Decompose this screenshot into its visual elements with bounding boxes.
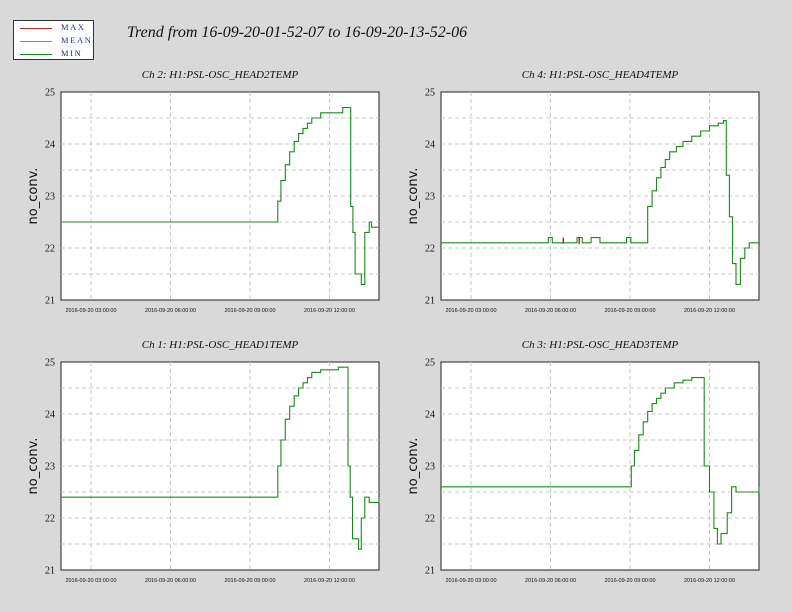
y-tick-label: 22	[425, 514, 435, 525]
x-tick-label: 2016-09-20 09:00:00	[604, 578, 655, 584]
legend-swatch-mean	[20, 41, 52, 42]
x-tick-label: 2016-09-20 06:00:00	[525, 308, 576, 314]
x-tick-label: 2016-09-20 12:00:00	[684, 308, 735, 314]
y-tick-label: 23	[425, 462, 435, 473]
y-tick-label: 24	[425, 140, 435, 151]
x-tick-label: 2016-09-20 12:00:00	[304, 308, 355, 314]
series-min-line	[60, 107, 379, 285]
y-tick-label: 25	[45, 88, 55, 99]
chart-title: Ch 4: H1:PSL-OSC_HEAD4TEMP	[522, 69, 679, 81]
legend-label-min: MIN	[61, 48, 83, 58]
chart-panel-3: 21 22 23 24 25 2016-09-20 03:00:00 2016-09-20 …	[26, 339, 380, 584]
legend-label-max: MAX	[61, 22, 86, 32]
y-tick-label: 21	[425, 296, 435, 307]
x-tick-label: 2016-09-20 12:00:00	[304, 578, 355, 584]
y-tick-label: 24	[425, 410, 435, 421]
x-tick-label: 2016-09-20 12:00:00	[684, 578, 735, 584]
x-tick-label: 2016-09-20 03:00:00	[445, 578, 496, 584]
y-tick-label: 23	[45, 192, 55, 203]
series-min-line	[60, 366, 380, 550]
chart-panel-2: 21 22 23 24 25 2016-09-20 03:00:00 2016-09-20 …	[406, 69, 760, 314]
y-tick-label: 21	[45, 566, 55, 577]
y-tick-label: 22	[425, 244, 435, 255]
y-tick-label: 22	[45, 514, 55, 525]
chart-panel-1: 21 22 23 24 25 2016-09-20 03:00:00 2016-09-20 …	[26, 69, 380, 314]
plot-area	[440, 361, 760, 571]
plot-area	[60, 91, 380, 301]
y-tick-label: 24	[45, 410, 55, 421]
y-tick-label: 22	[45, 244, 55, 255]
y-axis-label: no_conv.	[26, 438, 41, 495]
x-tick-label: 2016-09-20 09:00:00	[224, 578, 275, 584]
chart-title: Ch 1: H1:PSL-OSC_HEAD1TEMP	[142, 339, 299, 351]
y-tick-label: 21	[45, 296, 55, 307]
y-tick-label: 25	[45, 358, 55, 369]
chart-panel-4: 21 22 23 24 25 2016-09-20 03:00:00 2016-09-20 …	[406, 339, 760, 584]
legend-item-min: MIN	[18, 48, 94, 60]
plot-area	[440, 91, 760, 301]
legend-swatch-min	[20, 54, 52, 55]
x-tick-label: 2016-09-20 06:00:00	[145, 308, 196, 314]
legend-item-mean: MEAN	[18, 35, 94, 47]
x-tick-label: 2016-09-20 03:00:00	[65, 308, 116, 314]
x-tick-label: 2016-09-20 09:00:00	[224, 308, 275, 314]
chart-title: Ch 3: H1:PSL-OSC_HEAD3TEMP	[522, 339, 679, 351]
legend-swatch-max	[20, 28, 52, 29]
legend: MAX MEAN MIN	[13, 20, 94, 60]
y-axis-label: no_conv.	[406, 438, 421, 495]
x-tick-label: 2016-09-20 06:00:00	[525, 578, 576, 584]
y-tick-label: 23	[425, 192, 435, 203]
plot-area	[60, 361, 380, 571]
y-axis-label: no_conv.	[406, 168, 421, 225]
y-tick-label: 21	[425, 566, 435, 577]
series-min-line	[440, 120, 759, 285]
series-min-line	[440, 377, 760, 545]
x-tick-label: 2016-09-20 03:00:00	[65, 578, 116, 584]
x-tick-label: 2016-09-20 09:00:00	[604, 308, 655, 314]
page-title: Trend from 16-09-20-01-52-07 to 16-09-20…	[127, 24, 468, 41]
y-axis-label: no_conv.	[26, 168, 41, 225]
legend-item-max: MAX	[18, 22, 94, 34]
x-tick-label: 2016-09-20 06:00:00	[145, 578, 196, 584]
y-tick-label: 25	[425, 358, 435, 369]
x-tick-label: 2016-09-20 03:00:00	[445, 308, 496, 314]
legend-label-mean: MEAN	[61, 35, 93, 45]
y-tick-label: 24	[45, 140, 55, 151]
y-tick-label: 23	[45, 462, 55, 473]
y-tick-label: 25	[425, 88, 435, 99]
chart-title: Ch 2: H1:PSL-OSC_HEAD2TEMP	[142, 69, 299, 81]
